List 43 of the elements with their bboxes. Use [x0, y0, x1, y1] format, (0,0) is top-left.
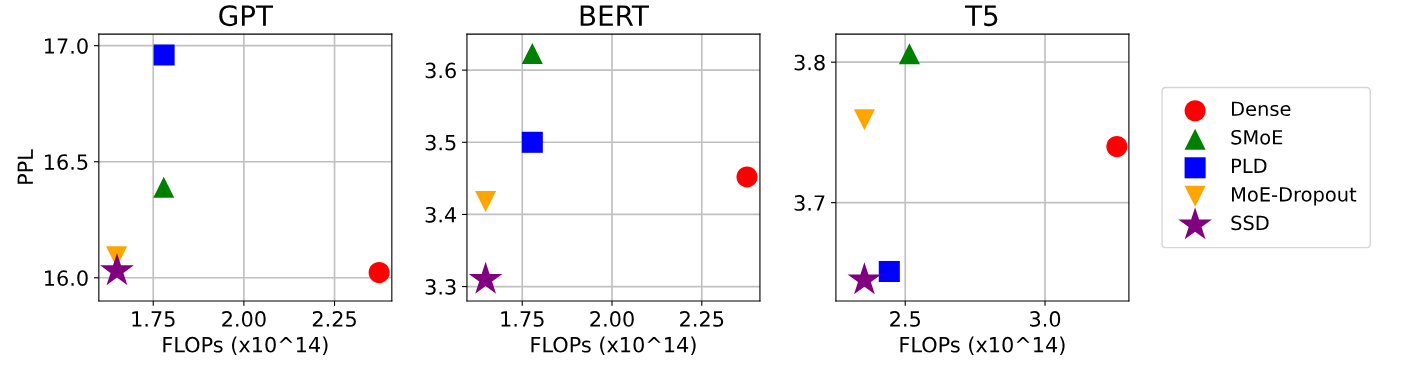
point: [736, 166, 758, 188]
point: [100, 253, 134, 286]
y-tick-label: 16.5: [45, 154, 88, 170]
chart-title: GPT: [219, 5, 274, 27]
y-tick-label: 17.0: [45, 38, 88, 54]
legend-label: Dense: [1232, 101, 1291, 117]
legend-label: SSD: [1231, 215, 1269, 231]
x-tick-label: 2.00: [222, 311, 266, 327]
legend-label: PLD: [1232, 158, 1267, 173]
chart-title: BERT: [580, 5, 649, 26]
point: [898, 43, 920, 65]
y-tick-label: 3.4: [425, 206, 457, 223]
point: [368, 261, 390, 283]
y-tick-label: 3.6: [425, 62, 456, 79]
y-tick-label: 16.0: [45, 270, 88, 286]
y-tick-label: 3.3: [425, 279, 456, 295]
chart-title: T5: [965, 5, 998, 27]
legend-label: SMoE: [1231, 129, 1283, 145]
x-axis-title: FLOPs (x10^14): [900, 336, 1065, 356]
point: [521, 131, 543, 153]
y-tick-label: 3.5: [425, 134, 456, 151]
x-axis-title: FLOPs (x10^14): [163, 336, 328, 356]
point: [468, 261, 503, 294]
x-tick-label: 2.00: [590, 311, 634, 327]
point: [153, 176, 175, 198]
point: [521, 43, 543, 65]
x-tick-label: 2.5: [890, 311, 920, 327]
x-tick-label: 3.0: [1030, 311, 1061, 327]
legend-label: MoE-Dropout: [1232, 187, 1357, 206]
point: [853, 109, 875, 131]
y-tick-label: 3.8: [794, 54, 825, 71]
x-tick-label: 2.25: [312, 311, 356, 327]
x-axis-title: FLOPs (x10^14): [531, 336, 696, 356]
point: [878, 260, 900, 283]
x-tick-label: 1.75: [132, 311, 175, 327]
point: [1106, 135, 1128, 157]
y-tick-label: 3.7: [794, 195, 825, 211]
point: [475, 190, 497, 212]
x-tick-label: 1.75: [501, 311, 544, 327]
point: [847, 262, 882, 295]
y-axis-title: PPL: [17, 149, 33, 184]
point: [153, 44, 175, 66]
x-tick-label: 2.25: [680, 311, 724, 327]
